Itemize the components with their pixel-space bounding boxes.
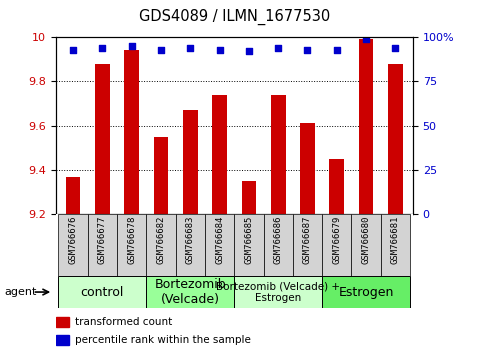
- Text: GSM766686: GSM766686: [274, 216, 283, 264]
- Point: [186, 45, 194, 51]
- Bar: [146, 214, 176, 276]
- Bar: [242, 181, 256, 214]
- Bar: [388, 64, 403, 214]
- Bar: [271, 95, 285, 214]
- Bar: [234, 214, 264, 276]
- Point: [69, 47, 77, 52]
- Bar: [300, 124, 315, 214]
- Text: GSM766678: GSM766678: [127, 216, 136, 264]
- Bar: [56, 317, 69, 327]
- Bar: [154, 137, 169, 214]
- Point: [99, 45, 106, 51]
- Bar: [205, 214, 234, 276]
- Bar: [322, 214, 352, 276]
- Point: [216, 47, 224, 52]
- Bar: [125, 51, 139, 214]
- Text: GSM766681: GSM766681: [391, 216, 400, 264]
- Text: GSM766685: GSM766685: [244, 216, 254, 264]
- Text: GDS4089 / ILMN_1677530: GDS4089 / ILMN_1677530: [139, 9, 330, 25]
- Bar: [117, 214, 146, 276]
- Bar: [381, 214, 410, 276]
- Text: transformed count: transformed count: [75, 317, 172, 327]
- Bar: [234, 276, 322, 308]
- Point: [245, 48, 253, 54]
- Text: Bortezomib (Velcade) +
Estrogen: Bortezomib (Velcade) + Estrogen: [216, 281, 340, 303]
- Point: [157, 47, 165, 52]
- Point: [128, 43, 136, 49]
- Text: percentile rank within the sample: percentile rank within the sample: [75, 335, 251, 345]
- Bar: [352, 214, 381, 276]
- Bar: [293, 214, 322, 276]
- Text: control: control: [81, 286, 124, 298]
- Point: [392, 45, 399, 51]
- Bar: [359, 39, 373, 214]
- Bar: [213, 95, 227, 214]
- Point: [362, 36, 370, 42]
- Bar: [264, 214, 293, 276]
- Bar: [322, 276, 410, 308]
- Bar: [66, 177, 81, 214]
- Point: [333, 47, 341, 52]
- Bar: [56, 335, 69, 345]
- Bar: [329, 159, 344, 214]
- Text: Estrogen: Estrogen: [339, 286, 394, 298]
- Text: GSM766682: GSM766682: [156, 216, 166, 264]
- Bar: [58, 214, 88, 276]
- Text: GSM766676: GSM766676: [69, 216, 78, 264]
- Point: [304, 47, 312, 52]
- Text: GSM766680: GSM766680: [362, 216, 370, 264]
- Text: GSM766677: GSM766677: [98, 216, 107, 264]
- Text: agent: agent: [5, 287, 37, 297]
- Bar: [95, 64, 110, 214]
- Bar: [58, 276, 146, 308]
- Bar: [183, 110, 198, 214]
- Text: GSM766679: GSM766679: [332, 216, 341, 264]
- Bar: [88, 214, 117, 276]
- Bar: [146, 276, 234, 308]
- Bar: [176, 214, 205, 276]
- Point: [274, 45, 282, 51]
- Text: GSM766687: GSM766687: [303, 216, 312, 264]
- Text: Bortezomib
(Velcade): Bortezomib (Velcade): [155, 278, 226, 306]
- Text: GSM766684: GSM766684: [215, 216, 224, 264]
- Text: GSM766683: GSM766683: [186, 216, 195, 264]
